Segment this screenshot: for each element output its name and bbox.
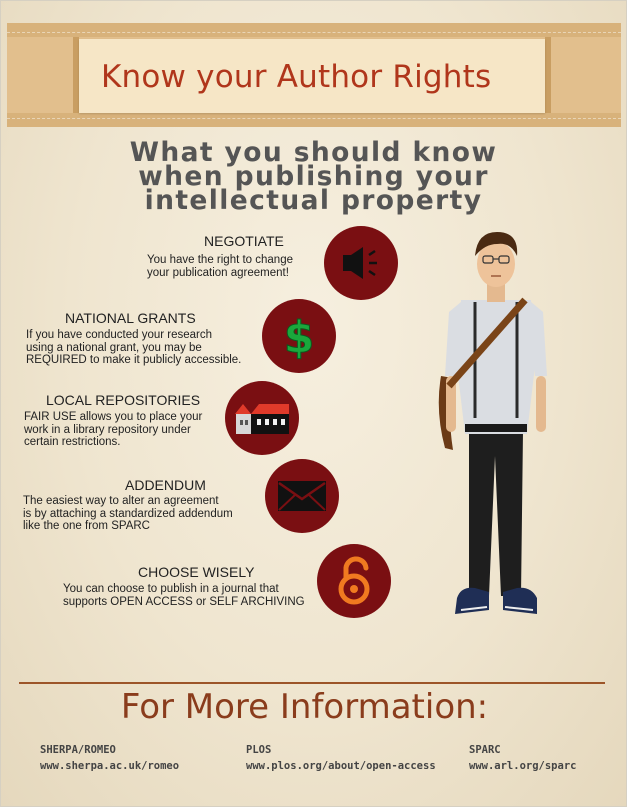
item-desc-line: The easiest way to alter an agreement [23,495,219,507]
link-url[interactable]: www.plos.org/about/open-access [246,760,436,772]
item-desc-line: like the one from SPARC [23,520,150,532]
item-desc-line: supports OPEN ACCESS or SELF ARCHIVING [63,595,305,608]
footer-divider [19,682,605,684]
speaker-icon [343,247,377,279]
local-repositories-circle [225,381,299,455]
item-title-local-repositories: LOCAL REPOSITORIES [46,392,201,408]
item-desc-line: If you have conducted your research [26,329,213,341]
item-title-negotiate: NEGOTIATE [204,233,284,249]
addendum-circle [265,459,339,533]
item-desc-line: your publication agreement! [147,266,289,279]
item-desc-negotiate: You have the right to change your public… [147,254,293,279]
envelope-icon [278,481,326,511]
more-info-title: For More Information: [120,687,489,727]
banner-fold-left [73,37,79,113]
item-title-addendum: ADDENDUM [125,477,206,493]
negotiate-circle [324,226,398,300]
person-illustration [438,232,547,614]
banner-title: Know your Author Rights [101,59,492,95]
item-desc-line: FAIR USE allows you to place your [24,411,203,423]
item-desc-line: using a national grant, you may be [26,341,202,354]
banner-top-strip [7,23,621,37]
item-desc-line: certain restrictions. [24,436,121,448]
link-plos: PLOS www.plos.org/about/open-access [246,742,436,774]
subtitle-line-1: What you should know [129,137,498,168]
banner-stitch-top [7,32,621,33]
dollar-icon: $ [284,312,314,360]
national-grants-circle: $ [262,299,336,373]
link-name: PLOS [246,744,272,756]
link-url[interactable]: www.sherpa.ac.uk/romeo [40,760,180,772]
subtitle: What you should know when publishing you… [41,137,586,216]
item-desc-choose-wisely: You can choose to publish in a journal t… [63,583,305,608]
item-title-national-grants: NATIONAL GRANTS [65,310,196,326]
subtitle-line-2: when publishing your [138,161,489,192]
link-sherpa-romeo: SHERPA/ROMEO www.sherpa.ac.uk/romeo [40,742,179,774]
banner-bottom-strip [7,113,621,127]
banner-panel [79,39,545,113]
link-sparc: SPARC www.arl.org/sparc [469,742,576,774]
svg-text:$: $ [284,312,314,360]
banner-stitch-bottom [7,118,621,119]
link-url[interactable]: www.arl.org/sparc [469,760,577,772]
choose-wisely-circle [317,544,391,618]
item-desc-line: work in a library repository under [24,423,191,436]
item-desc-line: You can choose to publish in a journal t… [63,583,279,595]
item-title-choose-wisely: CHOOSE WISELY [138,564,255,580]
item-desc-line: is by attaching a standardized addendum [23,507,233,520]
link-name: SPARC [469,744,501,756]
link-name: SHERPA/ROMEO [40,744,116,756]
item-desc-line: You have the right to change [147,254,293,266]
open-lock-icon [338,556,370,605]
item-desc-line: REQUIRED to make it publicly accessible. [26,354,242,366]
banner-fold-right [545,37,551,113]
subtitle-line-3: intellectual property [144,185,483,216]
item-desc-national-grants: If you have conducted your research usin… [26,329,241,367]
buildings-icon [235,404,289,434]
item-desc-local-repositories: FAIR USE allows you to place your work i… [24,411,202,449]
item-desc-addendum: The easiest way to alter an agreement is… [23,495,233,533]
